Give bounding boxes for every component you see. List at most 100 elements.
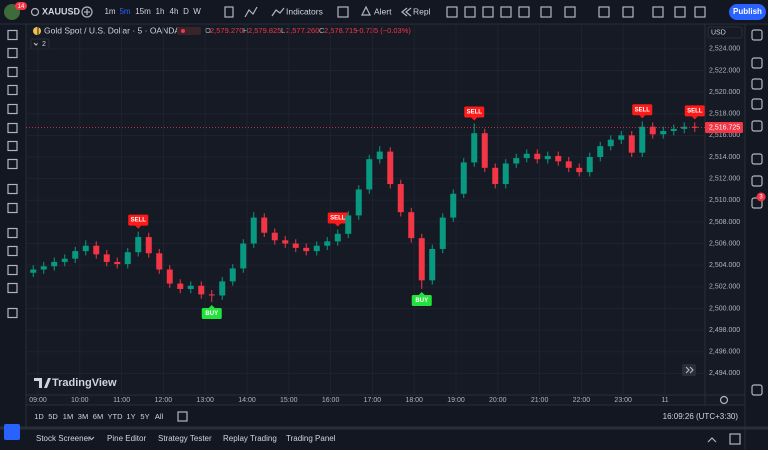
- interval[interactable]: D: [183, 7, 189, 16]
- chart-style[interactable]: [244, 6, 258, 18]
- candle-body: [397, 184, 404, 213]
- tool-icon[interactable]: [7, 158, 18, 170]
- tool-icon[interactable]: [518, 6, 530, 18]
- sell-label: SELL: [131, 218, 147, 224]
- tool-icon[interactable]: [598, 6, 610, 18]
- bottom-tab[interactable]: Pine Editor: [107, 434, 146, 443]
- interval[interactable]: W: [193, 7, 201, 16]
- candle-body: [177, 283, 184, 289]
- calendar[interactable]: [177, 411, 188, 422]
- panel-icon[interactable]: [751, 175, 763, 187]
- range-button[interactable]: All: [155, 412, 164, 421]
- chart-area: [26, 24, 745, 405]
- left-toolbar: [7, 29, 18, 319]
- indicators-button[interactable]: Indicators: [286, 6, 323, 16]
- buy-signal: [201, 307, 222, 319]
- candle-body: [523, 153, 530, 159]
- candle-body: [366, 159, 373, 190]
- indicators-icon[interactable]: [271, 7, 285, 17]
- panel-icon[interactable]: [751, 98, 763, 110]
- badge-text: 14: [18, 4, 25, 10]
- range-button[interactable]: YTD: [108, 412, 124, 421]
- tool-icon[interactable]: [7, 264, 18, 276]
- bottom-tab[interactable]: Strategy Tester: [158, 434, 212, 443]
- chart-type[interactable]: [224, 6, 234, 18]
- tool-icon[interactable]: [7, 227, 18, 239]
- panel-icon[interactable]: [751, 78, 763, 90]
- sell-signal: [128, 214, 149, 226]
- candle-body: [408, 212, 415, 239]
- tool-icon[interactable]: [7, 84, 18, 96]
- tool-icon[interactable]: [500, 6, 512, 18]
- tool-icon[interactable]: [464, 6, 476, 18]
- interval[interactable]: 1m: [104, 7, 115, 16]
- alert-icon[interactable]: [361, 5, 371, 16]
- expand[interactable]: [707, 437, 717, 443]
- add-symbol[interactable]: [81, 6, 93, 18]
- bottom-tabs: Stock Screener Pine Editor Strategy Tester…: [36, 434, 336, 443]
- panel-icon[interactable]: [751, 57, 763, 69]
- range-button[interactable]: 6M: [93, 412, 103, 421]
- interval[interactable]: 5m: [119, 7, 130, 16]
- bottom-tab[interactable]: Stock Screener: [36, 434, 91, 443]
- candle-body: [670, 128, 677, 132]
- range-button[interactable]: 3M: [78, 412, 88, 421]
- buy-pointer: [418, 291, 425, 295]
- tool-icon[interactable]: [482, 6, 494, 18]
- interval[interactable]: 15m: [135, 7, 151, 16]
- symbol[interactable]: XAUUSD: [42, 6, 81, 16]
- range-button[interactable]: 5Y: [140, 412, 149, 421]
- candle-body: [345, 215, 352, 234]
- tool-icon[interactable]: [652, 6, 664, 18]
- candle-body: [597, 146, 604, 157]
- search-icon[interactable]: [30, 7, 40, 17]
- currency-box[interactable]: [707, 26, 743, 39]
- tool-icon[interactable]: [446, 6, 458, 18]
- tool-icon[interactable]: [7, 282, 18, 294]
- candle-body: [334, 233, 341, 242]
- tool-icon[interactable]: [7, 140, 18, 152]
- panel-icon[interactable]: [751, 153, 763, 165]
- range-button[interactable]: 1M: [63, 412, 73, 421]
- bottom-tab[interactable]: Trading Panel: [286, 434, 336, 443]
- plot: SELL BUY SELL BUY SELL SELL SELL: [26, 104, 705, 319]
- tool-icon[interactable]: [564, 6, 576, 18]
- range-button[interactable]: 1D: [34, 412, 44, 421]
- favorites[interactable]: [4, 424, 20, 440]
- chevron: [88, 436, 95, 441]
- sell-label: SELL: [330, 216, 346, 222]
- interval[interactable]: 4h: [170, 7, 179, 16]
- tool-icon[interactable]: [7, 103, 18, 115]
- replay-button[interactable]: Repl: [413, 6, 431, 16]
- range-button[interactable]: 1Y: [126, 412, 135, 421]
- x-tick-label: 21:00: [531, 397, 549, 404]
- ohlc-value: 2,579.825: [248, 26, 281, 35]
- tool-icon[interactable]: [7, 245, 18, 257]
- interval[interactable]: 1h: [156, 7, 165, 16]
- y-tick-label: 2,520.000: [709, 89, 740, 96]
- maximize[interactable]: [729, 433, 741, 445]
- replay-icon[interactable]: [401, 7, 412, 17]
- tool-icon[interactable]: [694, 6, 706, 18]
- panel-icon[interactable]: [751, 120, 763, 132]
- candle-body: [639, 126, 646, 153]
- panel-icon[interactable]: [751, 29, 763, 41]
- tool-icon[interactable]: [540, 6, 552, 18]
- tool-icon[interactable]: [7, 47, 18, 59]
- tool-icon[interactable]: [7, 202, 18, 214]
- tool-icon[interactable]: [7, 122, 18, 134]
- tool-icon[interactable]: [7, 183, 18, 195]
- tool-icon[interactable]: [7, 307, 18, 319]
- bottom-tab[interactable]: Replay Trading: [223, 434, 277, 443]
- panel-icon[interactable]: [751, 384, 763, 396]
- settings[interactable]: [719, 395, 729, 405]
- candle-body: [303, 247, 310, 252]
- tool-icon[interactable]: [7, 66, 18, 78]
- tool-icon[interactable]: [674, 6, 686, 18]
- publish-button[interactable]: [729, 4, 766, 20]
- tool-icon[interactable]: [7, 29, 18, 41]
- tool-icon[interactable]: [622, 6, 634, 18]
- layouts[interactable]: [337, 6, 349, 18]
- alert-button[interactable]: Alert: [374, 6, 392, 16]
- range-button[interactable]: 5D: [48, 412, 58, 421]
